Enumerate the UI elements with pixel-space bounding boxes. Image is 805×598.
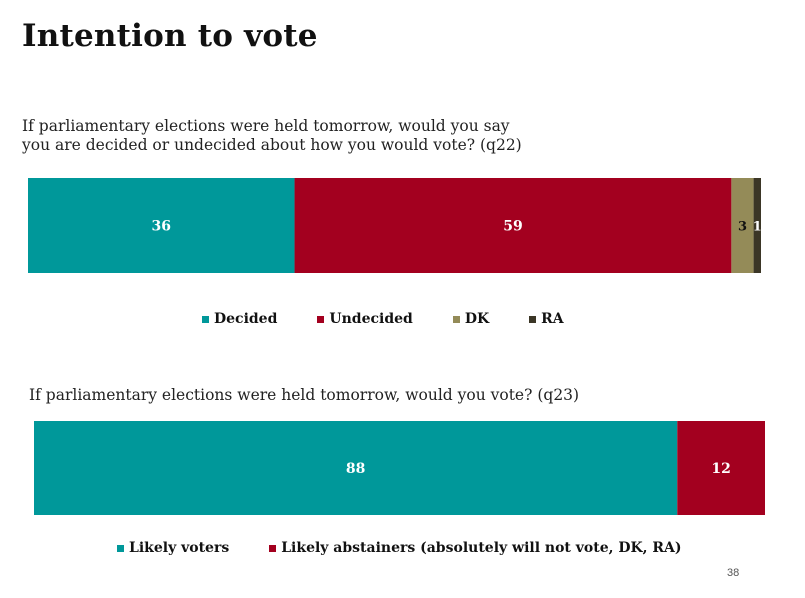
chart2-legend-item-likely-voters: Likely voters bbox=[117, 540, 229, 556]
chart2-bar-likely-abstainers-absolutely-will-not-vote-dk-ra bbox=[677, 421, 765, 515]
chart1-label-dk: 3 bbox=[738, 220, 747, 235]
chart1-label-decided: 36 bbox=[152, 219, 171, 235]
chart2-legend-swatch-likely-voters bbox=[117, 544, 124, 552]
page-number: 38 bbox=[727, 567, 740, 579]
chart1-legend-item-decided: Decided bbox=[202, 311, 277, 327]
chart1-bar-dk bbox=[731, 178, 754, 273]
chart2-bar-likely-voters bbox=[34, 421, 678, 515]
chart2-legend-label-likely-abstainers-absolutely-will-not-vote-dk-ra: Likely abstainers (absolutely will not v… bbox=[281, 540, 682, 556]
chart1-legend-item-ra: RA bbox=[529, 311, 564, 327]
chart1-legend-label-dk: DK bbox=[464, 311, 490, 327]
chart1-legend-swatch-dk bbox=[452, 315, 460, 323]
chart2-question: If parliamentary elections were held tom… bbox=[29, 386, 579, 405]
chart2-legend-swatch-likely-abstainers-absolutely-will-not-vote-dk-ra bbox=[269, 544, 277, 552]
chart1-legend-item-undecided: Undecided bbox=[317, 311, 413, 327]
chart1-bar-ra bbox=[753, 178, 761, 273]
chart1-legend-label-ra: RA bbox=[541, 311, 564, 327]
chart2-label-likely-abstainers-absolutely-will-not-vote-dk-ra: 12 bbox=[711, 461, 730, 477]
chart1-question: If parliamentary elections were held tom… bbox=[22, 117, 522, 155]
chart2-legend-label-likely-voters: Likely voters bbox=[129, 540, 230, 556]
chart2-legend: Likely voters Likely abstainers (absolute… bbox=[117, 540, 682, 556]
page-title: Intention to vote bbox=[22, 18, 318, 54]
chart1-legend-item-dk: DK bbox=[452, 311, 490, 327]
chart1-legend-label-decided: Decided bbox=[214, 311, 278, 327]
chart2-label-likely-voters: 88 bbox=[346, 461, 365, 477]
chart2-legend-item-likely-abstainers-absolutely-will-not-vote-dk-ra: Likely abstainers (absolutely will not v… bbox=[269, 540, 682, 556]
chart1-legend-swatch-undecided bbox=[317, 315, 325, 323]
chart2-question-line-1: If parliamentary elections were held tom… bbox=[29, 386, 580, 404]
chart1-legend-label-undecided: Undecided bbox=[329, 311, 413, 327]
chart1-legend-swatch-decided bbox=[202, 315, 209, 323]
chart1-label-undecided: 59 bbox=[503, 219, 522, 235]
chart1-question-line-2: you are decided or undecided about how y… bbox=[22, 136, 522, 154]
chart1-question-line-1: If parliamentary elections were held tom… bbox=[22, 117, 510, 135]
chart1-label-ra: 1 bbox=[753, 220, 762, 235]
chart1-legend: Decided Undecided DK RA bbox=[202, 311, 564, 327]
chart1-bar-undecided bbox=[294, 178, 732, 273]
chart1-legend-swatch-ra bbox=[529, 315, 537, 323]
chart1-bar-decided bbox=[28, 178, 295, 273]
